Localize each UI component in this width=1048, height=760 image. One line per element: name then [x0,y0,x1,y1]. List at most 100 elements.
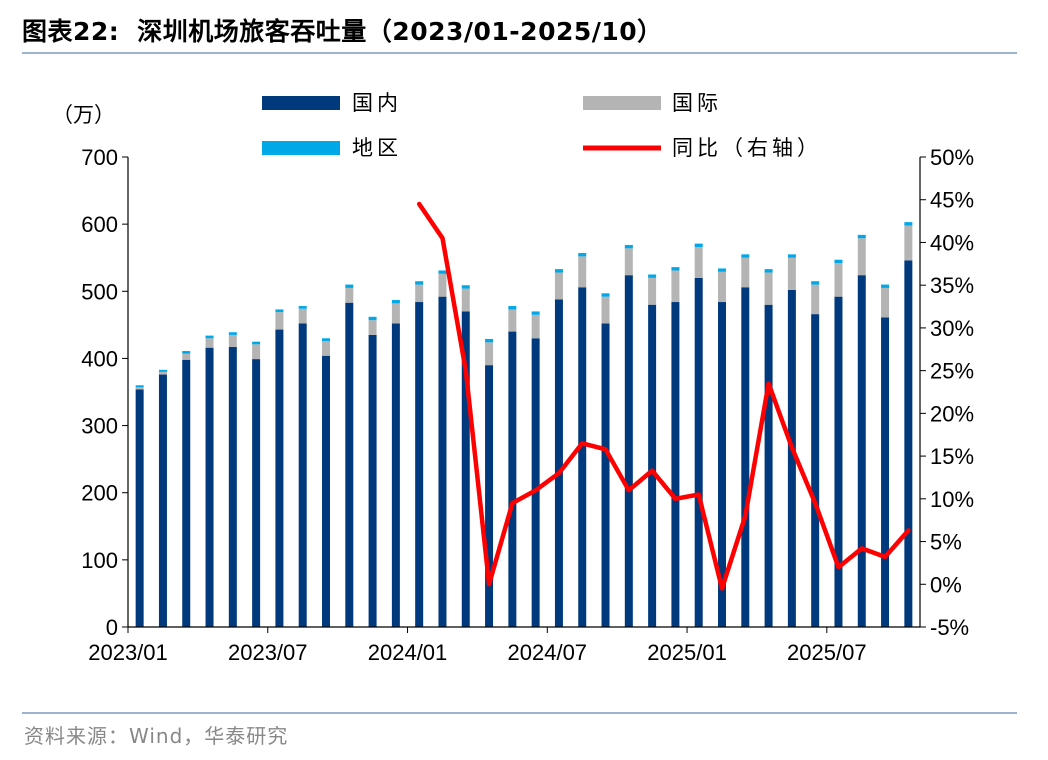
bar-international [601,296,610,324]
bar-regional [601,293,610,297]
bar-international [811,284,820,315]
bar-regional [438,270,447,274]
bar-domestic [228,347,237,627]
legend-swatch-domestic [262,96,340,110]
bar-domestic [648,304,657,627]
bar-regional [554,269,563,273]
left-axis-unit: （万） [52,103,115,127]
legend-label: 国际 [672,91,722,115]
x-axis-tick-label: 2024/07 [508,640,588,665]
bar-regional [578,253,587,257]
bar-international [158,371,167,375]
right-axis-tick-label: 25% [930,359,974,384]
bar-regional [787,254,796,258]
bar-domestic [182,359,191,627]
bar-domestic [275,329,284,627]
bar-domestic [345,302,354,627]
bar-international [694,246,703,278]
bar-regional [391,300,400,304]
bar-domestic [834,296,843,627]
left-axis-tick-label: 500 [81,279,118,304]
bar-regional [298,306,307,309]
bar-regional [881,284,890,288]
right-axis-tick-label: 0% [930,572,962,597]
bar-regional [764,269,773,273]
bar-domestic [158,374,167,627]
bar-domestic [787,289,796,627]
bar-international [461,288,470,312]
bar-international [205,338,214,348]
right-axis-tick-label: 20% [930,401,974,426]
bar-international [228,334,237,348]
bar-international [718,271,726,303]
bar-international [182,353,191,360]
bar-international [834,263,843,297]
yoy-line [416,201,911,591]
bar-international [578,256,587,288]
bar-regional [671,267,680,271]
bar-regional [508,306,517,310]
bar-domestic [764,304,773,627]
bar-international [275,312,284,330]
bar-regional [345,284,354,288]
bar-domestic [554,299,563,627]
bar-international [881,287,890,318]
right-axis-tick-label: 40% [930,230,974,255]
legend-label: 地区 [352,136,402,160]
bars-group [135,222,913,627]
bar-domestic [578,287,587,627]
bar-international [252,344,261,360]
right-axis-tick-label: -5% [930,615,969,640]
bar-international [554,272,563,300]
x-axis-tick-label: 2025/01 [647,640,727,665]
legend-swatch-international [583,96,661,110]
bar-international [531,314,540,339]
bar-international [671,270,680,303]
bar-domestic [485,365,494,627]
bar-domestic [298,323,307,627]
bar-regional [718,268,726,272]
bar-regional [461,285,470,289]
bar-domestic [857,275,866,627]
right-axis-tick-label: 10% [930,487,974,512]
x-axis-tick-label: 2023/01 [88,640,168,665]
bar-international [135,387,144,390]
bar-domestic [438,296,447,627]
bar-regional [811,281,820,285]
bar-regional [485,338,494,343]
chart-title: 图表22: 深圳机场旅客吞吐量（2023/01-2025/10） [22,12,663,48]
figure-label: 图表22: [22,17,120,46]
axes-group: 0 100 200 300 400 500 600 700 -5% 0% 5% 10% 15% 20% 25… [81,145,974,665]
bar-international [787,257,796,290]
bar-domestic [205,347,214,627]
left-axis-tick-label: 300 [81,414,118,439]
right-axis-tick-label: 45% [930,188,974,213]
bar-international [485,342,494,366]
bar-domestic [461,311,470,627]
bar-domestic [415,302,424,627]
bar-domestic [601,323,610,627]
legend-label: 同比（右轴） [672,136,822,160]
bar-domestic [904,260,913,627]
bar-regional [415,281,424,285]
bar-regional [694,243,703,247]
bar-domestic [881,317,890,627]
bar-international [624,248,633,276]
bar-regional [205,335,214,339]
bar-international [648,277,657,305]
right-axis-tick-label: 50% [930,145,974,170]
bar-regional [834,259,843,264]
bar-international [345,287,354,303]
bar-regional [228,332,237,335]
bar-regional [904,222,913,226]
bar-international [368,320,377,335]
bar-domestic [624,275,633,627]
bar-international [298,308,307,324]
right-axis-tick-label: 35% [930,273,974,298]
bar-regional [648,274,657,278]
bottom-rule [22,712,1017,714]
bar-domestic [811,314,820,627]
bar-regional [857,234,866,239]
right-axis-tick-label: 15% [930,444,974,469]
